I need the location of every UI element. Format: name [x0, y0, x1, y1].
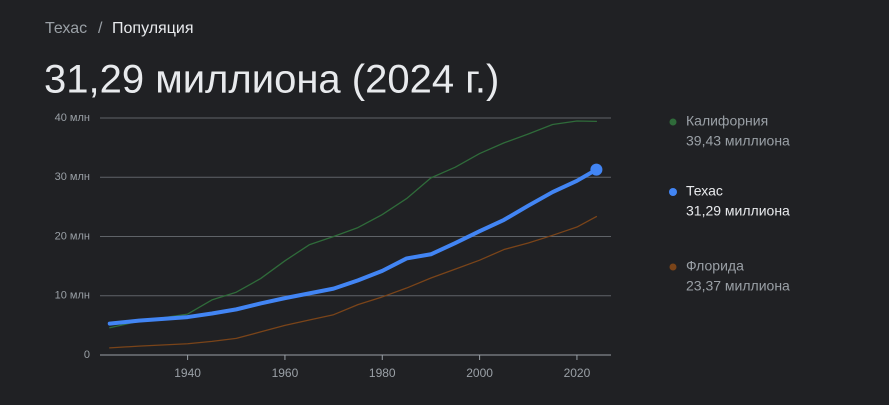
end-point [590, 163, 603, 176]
y-tick-label: 0 [84, 349, 90, 361]
series-line [109, 120, 598, 329]
legend-swatch[interactable] [669, 118, 677, 126]
breadcrumb-link[interactable]: Техас [45, 20, 87, 37]
x-tick-label: 1960 [272, 366, 299, 380]
legend-swatch[interactable] [669, 263, 677, 271]
breadcrumb-separator: / [98, 20, 103, 37]
x-tick-label: 1940 [174, 366, 201, 380]
y-tick-label: 10 млн [55, 290, 90, 302]
legend-name[interactable]: Флорида [686, 258, 744, 274]
series-line [109, 215, 598, 349]
legend-name[interactable]: Техас [686, 183, 723, 199]
series-line [107, 167, 599, 326]
legend-value[interactable]: 23,37 миллиона [686, 278, 790, 294]
chart-title: 31,29 миллиона (2024 г.) [44, 58, 499, 102]
breadcrumb-current: Популяция [112, 20, 193, 37]
legend-value[interactable]: 31,29 миллиона [686, 203, 790, 219]
y-tick-label: 20 млн [55, 230, 90, 242]
legend-swatch[interactable] [669, 188, 677, 196]
legend-value[interactable]: 39,43 миллиона [686, 133, 790, 149]
y-tick-label: 40 млн [55, 112, 90, 124]
x-tick-label: 2000 [466, 366, 493, 380]
x-tick-label: 2020 [564, 366, 591, 380]
legend-name[interactable]: Калифорния [686, 113, 768, 129]
x-tick-label: 1980 [369, 366, 396, 380]
y-tick-label: 30 млн [55, 171, 90, 183]
